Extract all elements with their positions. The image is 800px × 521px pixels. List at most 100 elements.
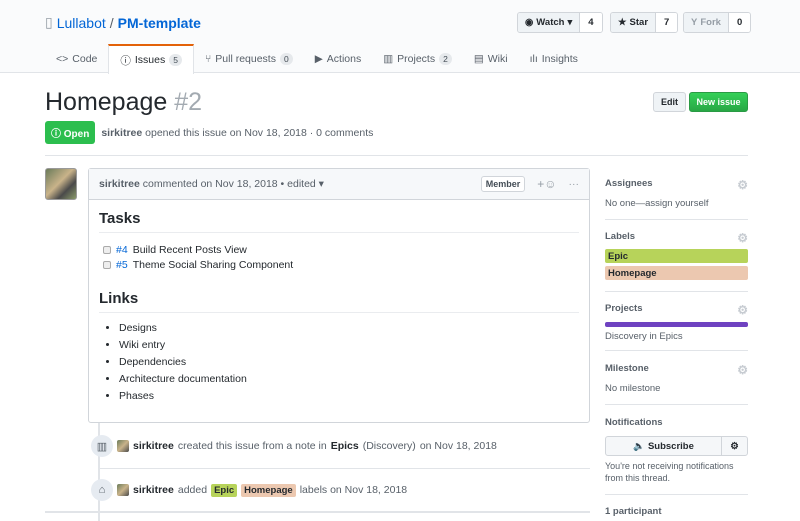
edit-button[interactable]: Edit — [653, 92, 686, 112]
label-epic[interactable]: Epic — [211, 483, 238, 497]
graph-icon: ılı — [529, 52, 538, 65]
tab-projects[interactable]: ▥ Projects 2 — [372, 44, 463, 73]
tab-label: Wiki — [487, 52, 508, 65]
tab-issues[interactable]: ⓘ Issues 5 — [108, 44, 194, 74]
comment-body: Tasks #4 Build Recent Posts View #5 Theme … — [89, 200, 589, 417]
list-item: Dependencies — [119, 356, 579, 373]
caret-icon: ▾ — [318, 178, 324, 190]
opened-text: opened this issue on Nov 18, 2018 · 0 co… — [145, 126, 374, 139]
issue-link[interactable]: #5 — [116, 258, 128, 271]
sidebar-milestone: Milestone ⚙ No milestone — [605, 363, 748, 394]
task-checkbox[interactable] — [103, 260, 111, 269]
add-reaction-icon[interactable]: +☺ — [537, 177, 557, 191]
watch-label: Watch — [536, 17, 565, 28]
timeline-event: ▥ sirkitree created this issue from a not… — [91, 435, 497, 457]
repo-owner-link[interactable]: Lullabot — [56, 14, 106, 31]
issue-link[interactable]: #4 — [116, 243, 128, 256]
star-icon: ★ — [618, 17, 627, 28]
comment: sirkitree commented on Nov 18, 2018 • ed… — [88, 168, 590, 423]
fork-count[interactable]: 0 — [728, 13, 751, 32]
tab-pull-requests[interactable]: ⑂ Pull requests 0 — [194, 44, 304, 73]
repo-name-link[interactable]: PM-template — [117, 14, 201, 31]
task-checkbox[interactable] — [103, 245, 111, 254]
speaker-icon: 🔈 — [633, 440, 645, 452]
gear-icon: ⚙ — [730, 440, 739, 452]
tab-count: 2 — [439, 52, 452, 65]
actor-link[interactable]: sirkitree — [133, 484, 174, 496]
author-link[interactable]: sirkitree — [101, 126, 143, 139]
more-options-icon[interactable]: ··· — [568, 178, 580, 190]
tab-wiki[interactable]: ▤ Wiki — [463, 44, 519, 73]
label-homepage[interactable]: Homepage — [605, 266, 748, 280]
tab-label: Actions — [326, 52, 362, 65]
event-text: added — [177, 484, 208, 496]
divider — [605, 494, 748, 495]
tab-insights[interactable]: ılı Insights — [519, 44, 589, 73]
avatar — [117, 440, 129, 452]
watch-count[interactable]: 4 — [580, 13, 602, 32]
milestone-value: No milestone — [605, 383, 661, 394]
task-text: Build Recent Posts View — [132, 243, 247, 256]
tab-label: Code — [72, 52, 98, 65]
section-title: Projects — [605, 303, 643, 314]
star-count[interactable]: 7 — [656, 13, 678, 32]
divider — [605, 350, 748, 351]
tab-label: Pull requests — [215, 52, 276, 65]
list-item: Architecture documentation — [119, 373, 579, 390]
avatar — [117, 484, 129, 496]
fork-button[interactable]: Y Fork — [684, 13, 729, 32]
section-title: Notifications — [605, 417, 663, 428]
gear-icon[interactable]: ⚙ — [737, 231, 748, 245]
actor-link[interactable]: sirkitree — [133, 440, 174, 452]
repo-title: ▯ Lullabot / PM-template — [45, 14, 201, 31]
member-badge: Member — [480, 176, 526, 192]
comment-author[interactable]: sirkitree — [99, 178, 140, 190]
gear-icon[interactable]: ⚙ — [737, 178, 748, 192]
tab-label: Issues — [134, 54, 166, 66]
avatar[interactable] — [45, 168, 77, 200]
issue-title: Homepage #2 — [45, 88, 202, 117]
participants-count: 1 participant — [605, 506, 662, 517]
subscribe-button[interactable]: 🔈 Subscribe — [606, 437, 722, 455]
pr-icon: ⑂ — [204, 52, 212, 65]
issue-meta: ⓘ Open sirkitree opened this issue on No… — [45, 121, 373, 144]
divider — [605, 291, 748, 292]
gear-icon[interactable]: ⚙ — [737, 303, 748, 317]
star-button[interactable]: ★ Star — [611, 13, 657, 32]
repo-tabs: <> Code ⓘ Issues 5 ⑂ Pull requests 0 ▶ Actions… — [45, 44, 589, 74]
list-item: Phases — [119, 390, 579, 407]
project-icon: ▥ — [383, 52, 394, 65]
sidebar-labels: Labels ⚙ Epic Homepage — [605, 231, 748, 280]
gear-icon[interactable]: ⚙ — [737, 363, 748, 377]
task-text: Theme Social Sharing Component — [132, 258, 294, 271]
issue-number: #2 — [174, 88, 203, 116]
issue-icon: ⓘ — [120, 54, 131, 67]
project-link[interactable]: Epics — [330, 440, 359, 452]
notification-status-text: You're not receiving notifications from … — [605, 461, 734, 483]
assign-yourself-link[interactable]: No one—assign yourself — [605, 198, 709, 209]
new-issue-button[interactable]: New issue — [689, 92, 748, 112]
play-icon: ▶ — [314, 52, 323, 65]
divider — [605, 404, 748, 405]
list-item: Designs — [119, 322, 579, 339]
watch-button[interactable]: ◉ Watch ▾ — [518, 13, 581, 32]
sidebar-projects: Projects ⚙ Discovery in Epics — [605, 303, 748, 342]
label-homepage[interactable]: Homepage — [241, 483, 296, 497]
label-epic[interactable]: Epic — [605, 249, 748, 263]
project-link[interactable]: Discovery in Epics — [605, 331, 683, 342]
notification-settings-button[interactable]: ⚙ — [722, 437, 747, 455]
subscribe-label: Subscribe — [647, 440, 694, 452]
tag-icon: ⌂ — [91, 479, 113, 501]
divider — [45, 155, 748, 156]
links-list: Designs Wiki entry Dependencies Architec… — [119, 322, 579, 407]
timeline-line — [98, 423, 100, 521]
comment-meta[interactable]: commented on Nov 18, 2018 • edited — [142, 178, 316, 190]
fork-icon: Y — [691, 17, 698, 28]
eye-icon: ◉ — [525, 17, 534, 28]
column-text: (Discovery) — [362, 440, 416, 452]
tab-actions[interactable]: ▶ Actions — [304, 44, 373, 73]
list-item: Wiki entry — [119, 339, 579, 356]
project-progress-bar — [605, 322, 748, 327]
tasks-heading: Tasks — [99, 210, 579, 233]
tab-code[interactable]: <> Code — [45, 44, 108, 73]
